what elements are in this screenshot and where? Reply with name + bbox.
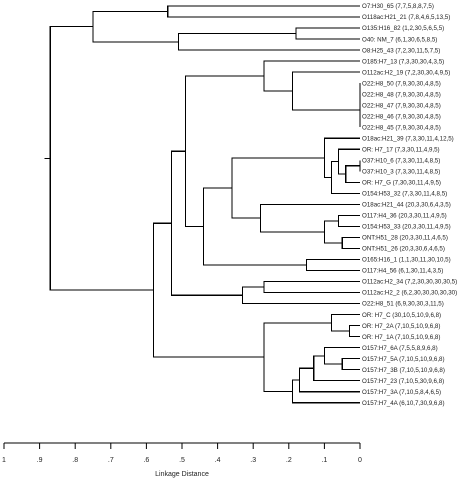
x-tick-label: .7 [108,457,114,464]
leaf-label: O22:H8_46 (7,9,30,30,4,8,5) [362,113,441,120]
leaf-label: O7:H30_65 (7,7,5,8,8,7,5) [362,3,434,10]
x-tick-label: .6 [143,457,149,464]
dendrogram-link [298,367,360,393]
dendrogram-branches [44,5,361,404]
leaf-label: OR: H7_1A (7,10,5,10,9,6,8) [362,334,440,341]
dendrogram-link [345,165,360,183]
dendrogram-link [330,314,360,332]
leaf-label: O117:H4_56 (6,1,30,11,4,3,5) [362,268,443,275]
leaf-label: O8:H25_43 (7,2,30,11,5,7,5) [362,47,440,54]
leaf-label: ONT:H51_28 (20,3,30,11,4,6,5) [362,235,448,242]
leaf-label: O22:H8_50 (7,9,30,30,4,8,5) [362,80,441,87]
dendrogram-link [185,75,264,228]
dendrogram-link [177,33,360,51]
dendrogram-link [323,220,343,244]
leaf-label: O117:H4_36 (20,3,30,11,4,9,5) [362,213,447,220]
dendrogram-link [167,5,360,18]
dendrogram-link [231,157,325,219]
dendrogram-link [313,355,360,382]
leaf-label: OR: H7_17 (7,3,30,11,4,9,5) [362,146,440,153]
leaf-label: O22:H8_45 (7,9,30,30,4,8,5) [362,124,441,131]
dendrogram-link [241,286,360,305]
leaf-label: O112ac:H2_34 (7,2,30,30,30,30,5) [362,279,457,286]
dendrogram-link [338,214,360,227]
leaf-label: O112ac:H2_19 (7,2,30,30,4,9,5) [362,69,450,76]
x-axis-ticks: 1 .9 .8 .7 .6 .5 .4 .3 .2 .1 0 [2,443,362,464]
leaf-label: O118ac:H21_21 (7,8,4,6,5,13,5) [362,14,450,21]
x-axis-title: Linkage Distance [155,471,209,478]
x-tick-label: .8 [72,457,78,464]
x-tick-label: .1 [321,457,327,464]
leaf-label: O157:H7_23 (7,10,5,30,9,6,8) [362,378,444,385]
dendrogram-link [306,258,360,272]
x-tick-label: .2 [286,457,292,464]
leaf-label: OR: H7_2A (7,10,5,10,9,6,8) [362,323,440,330]
leaf-label: O157:H7_4A (6,10,7,30,9,6,8) [362,400,445,407]
dendrogram-link [263,280,360,294]
dendrogram-link [295,27,360,40]
leaf-label: O157:H7_3A (7,10,5,8,4,6,5) [362,389,441,396]
leaf-label: O22:H8_48 (7,9,30,30,4,8,5) [362,91,441,98]
dendrogram-link [323,137,360,179]
leaf-label: O157:H7_3B (7,10,5,10,9,6,8) [362,367,445,374]
leaf-label: OR: H7_C (30,10,5,10,9,6,8) [362,312,441,319]
leaf-label: O40: NM_7 (6,1,30,6,5,8,5) [362,36,437,43]
x-axis: 1 .9 .8 .7 .6 .5 .4 .3 .2 .1 0 Linkage Distance [2,442,362,478]
dendrogram-link [291,71,360,111]
leaf-label: O18ac:H21_39 (7,3,30,11,4,12,5) [362,135,454,142]
leaf-labels: O7:H30_65 (7,7,5,8,8,7,5) O118ac:H21_21 (… [362,3,457,407]
dendrogram-link [341,358,360,371]
dendrogram-link [92,10,179,43]
leaf-label: O22:H8_47 (7,9,30,30,4,8,5) [362,102,441,109]
dendrogram-link [152,222,264,358]
dendrogram-link [348,325,360,338]
leaf-label: O37:H10_6 (7,3,30,11,4,8,5) [362,157,440,164]
dendrogram-link [338,148,360,175]
leaf-label: O157:H7_6A (7,5,5,8,9,6,8) [362,345,438,352]
dendrogram-link [202,187,307,266]
leaf-label: O165:H16_1 (1,1,30,11,30,10,5) [362,257,451,264]
leaf-label: O22:H8_51 (6,9,30,30,3,11,5) [362,301,444,308]
x-tick-label: .5 [179,457,185,464]
leaf-label: OR: H7_G (7,30,30,11,4,9,5) [362,180,441,187]
dendrogram-link [263,60,360,92]
leaf-label: O154:H53_33 (20,3,30,11,4,9,5) [362,224,451,231]
dendrogram-link [259,203,360,233]
leaf-label: O112ac:H2_2 (6,2,30,30,30,30,30) [362,290,457,297]
leaf-label: O185:H7_13 (7,3,30,30,4,3,5) [362,58,444,65]
leaf-label: O37:H10_3 (7,3,30,11,4,8,5) [362,169,440,176]
leaf-label: O157:H7_5A (7,10,5,10,9,6,8) [362,356,445,363]
x-tick-label: 0 [358,457,362,464]
leaf-label: O135:H16_82 (1,2,30,5,6,5,5) [362,25,444,32]
leaf-label: O18ac:H21_44 (20,3,30,6,4,3,5) [362,202,451,209]
dendrogram-link [49,26,154,291]
dendrogram-link [341,236,360,249]
leaf-label: ONT:H51_26 (20,3,30,6,4,6,5) [362,246,445,253]
x-tick-label: 1 [2,457,6,464]
x-tick-label: .3 [250,457,256,464]
leaf-label: O154:H53_32 (7,3,30,11,4,8,5) [362,191,447,198]
x-tick-label: .4 [215,457,221,464]
x-tick-label: .9 [37,457,43,464]
